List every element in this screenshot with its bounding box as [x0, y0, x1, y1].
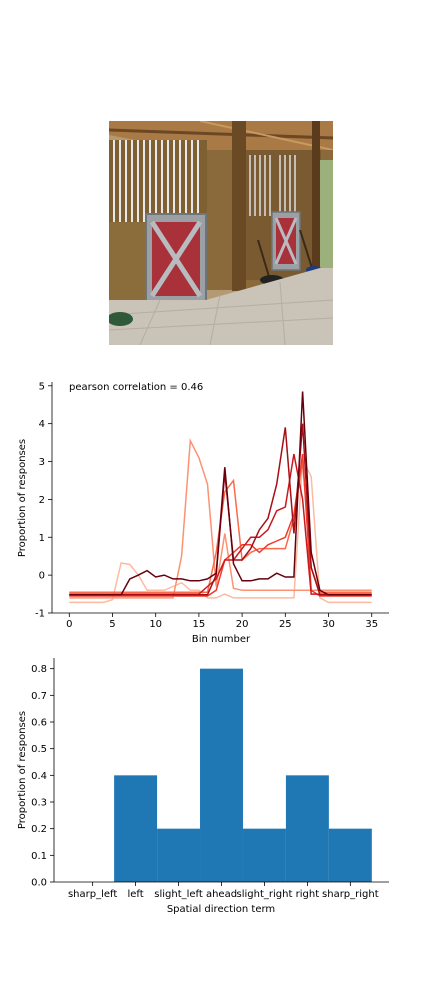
line-chart-title: pearson correlation = 0.46 — [69, 382, 203, 393]
x-tick-label-ahead: ahead — [206, 889, 237, 900]
x-tick-label-left: left — [128, 889, 144, 900]
y-tick-label: 0.4 — [31, 771, 47, 782]
x-tick-label: 30 — [322, 619, 335, 630]
stable-photo — [109, 121, 333, 345]
bar-slight_left — [157, 828, 201, 882]
line-chart-xlabel: Bin number — [192, 634, 251, 645]
bar-right — [285, 775, 329, 882]
bar-slight_right — [242, 828, 286, 882]
y-tick-label: -1 — [35, 609, 45, 620]
y-tick-label: 0.3 — [31, 798, 47, 809]
bar-chart-bars — [114, 668, 372, 882]
line-series-6 — [69, 391, 372, 596]
x-tick-label: 25 — [279, 619, 292, 630]
x-tick-label: 5 — [109, 619, 115, 630]
y-tick-label: 2 — [39, 495, 45, 506]
x-tick-label: 10 — [149, 619, 162, 630]
x-tick-label-sharp_left: sharp_left — [68, 889, 117, 900]
line-series-0 — [69, 456, 372, 604]
bar-chart-ylabel: Proportion of responses — [17, 711, 28, 829]
y-tick-label: 0.2 — [31, 824, 47, 835]
y-tick-label: 5 — [39, 381, 45, 392]
x-tick-label-sharp_right: sharp_right — [322, 889, 379, 900]
y-tick-label: 0.6 — [31, 718, 47, 729]
y-tick-label: 0.1 — [31, 851, 47, 862]
bar-chart-y-ticks: 0.0 0.1 0.2 0.3 0.4 0.5 0.6 0.7 0.8 — [31, 664, 54, 889]
line-chart-y-ticks: -1 0 1 2 3 4 5 — [35, 381, 52, 620]
bar-chart-xlabel: Spatial direction term — [167, 904, 275, 915]
y-tick-label: 3 — [39, 457, 45, 468]
y-tick-label: 0.8 — [31, 664, 47, 675]
y-tick-label: 0 — [39, 571, 45, 582]
line-chart-x-ticks: 0 5 10 15 20 25 30 35 — [66, 613, 378, 630]
y-tick-label: 0.7 — [31, 691, 47, 702]
x-tick-label-slight_left: slight_left — [154, 889, 203, 900]
y-tick-label: 0.5 — [31, 744, 47, 755]
x-tick-label-right: right — [296, 889, 320, 900]
bar-chart-x-ticks: sharp_left left slight_left ahead slight_rig… — [68, 882, 379, 900]
y-tick-label: 1 — [39, 533, 45, 544]
line-chart-ylabel: Proportion of responses — [17, 439, 28, 557]
x-tick-label: 35 — [365, 619, 378, 630]
bar-left — [114, 775, 158, 882]
line-chart: pearson correlation = 0.46 0 5 10 15 20 25 30 3… — [17, 381, 389, 645]
bar-chart: sharp_left left slight_left ahead slight_rig… — [17, 658, 389, 915]
x-tick-label: 15 — [193, 619, 206, 630]
y-tick-label: 0.0 — [31, 878, 47, 889]
x-tick-label: 20 — [236, 619, 249, 630]
y-tick-label: 4 — [39, 419, 45, 430]
line-chart-series-group — [69, 391, 372, 604]
bar-sharp_right — [328, 828, 372, 882]
x-tick-label-slight_right: slight_right — [237, 889, 293, 900]
line-series-3 — [69, 453, 372, 597]
bar-ahead — [200, 668, 243, 882]
x-tick-label: 0 — [66, 619, 72, 630]
